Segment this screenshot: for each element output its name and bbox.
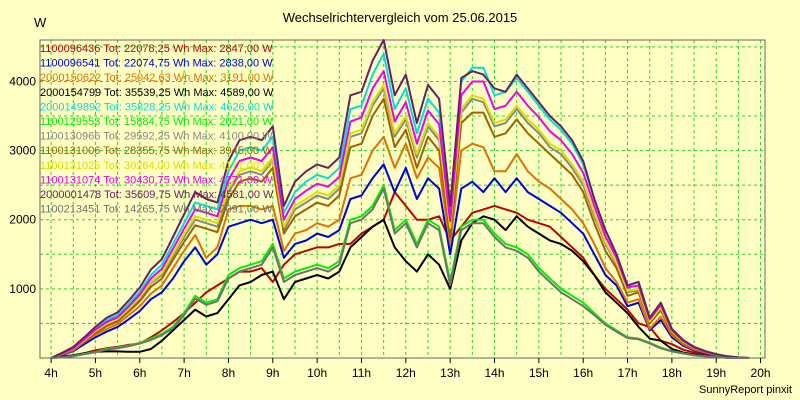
legend-entry-0: 1100096436 Tot: 22078,25 Wh Max: 2847,00… bbox=[40, 43, 273, 55]
legend-layer: 1100096436 Tot: 22078,25 Wh Max: 2847,00… bbox=[40, 43, 274, 216]
grid-layer bbox=[40, 40, 765, 358]
legend-entry-10: 2000001478 Tot: 35609,75 Wh Max: 4581,00… bbox=[40, 189, 274, 201]
legend-entry-4: 2000149892 Tot: 35828,25 Wh Max: 4626,00… bbox=[40, 101, 274, 113]
x-tick-label: 9h bbox=[266, 366, 279, 380]
series-line-8 bbox=[50, 83, 750, 359]
y-axis-unit-label: W bbox=[34, 15, 47, 30]
legend-entry-11: 1100213451 Tot: 14265,75 Wh Max: 2091,00… bbox=[40, 204, 273, 216]
series-line-10 bbox=[50, 39, 750, 359]
y-tick-label: 2000 bbox=[9, 213, 36, 227]
x-tick-label: 5h bbox=[89, 366, 102, 380]
legend-entry-3: 2000154799 Tot: 35539,25 Wh Max: 4589,00… bbox=[40, 87, 274, 99]
series-line-6 bbox=[50, 87, 750, 359]
x-tick-label: 4h bbox=[44, 366, 57, 380]
legend-entry-8: 1100131025 Tot: 30264,00 Wh Max: 4171,00… bbox=[40, 160, 273, 172]
legend-entry-1: 1100096541 Tot: 22074,75 Wh Max: 2838,00… bbox=[40, 58, 273, 70]
x-tick-label: 16h bbox=[573, 366, 593, 380]
footer-credit: SunnyReport pinxit bbox=[699, 384, 792, 396]
chart-title: Wechselrichtervergleich vom 25.06.2015 bbox=[282, 10, 518, 25]
legend-entry-6: 1100130966 Tot: 29592,25 Wh Max: 4100,00… bbox=[40, 131, 273, 143]
series-line-2 bbox=[50, 135, 750, 359]
axis-layer: 4h 5h 6h 7h 8h 9h 10h 11h 12h 13h 14h 15h 16h 17h 18h 1… bbox=[9, 39, 771, 380]
plot-frame bbox=[39, 39, 766, 359]
y-tick-label: 4000 bbox=[9, 74, 36, 88]
y-tick-label: 1000 bbox=[9, 282, 36, 296]
x-tick-label: 13h bbox=[440, 366, 460, 380]
x-tick-label: 17h bbox=[618, 366, 638, 380]
series-line-7 bbox=[50, 97, 750, 359]
legend-entry-5: 1100129553 Tot: 15884,75 Wh Max: 2021,00… bbox=[40, 116, 273, 128]
series-line-0 bbox=[51, 191, 750, 359]
x-tick-label: 10h bbox=[307, 366, 327, 380]
x-tick-label: 12h bbox=[396, 366, 416, 380]
x-tick-label: 11h bbox=[352, 366, 371, 380]
series-line-1 bbox=[50, 163, 750, 359]
x-tick-label: 18h bbox=[662, 366, 682, 380]
x-tick-label: 20h bbox=[751, 366, 771, 380]
series-line-11 bbox=[51, 187, 750, 359]
legend-entry-7: 1100131006 Tot: 28355,75 Wh Max: 3945,00… bbox=[40, 145, 273, 157]
series-layer bbox=[50, 39, 750, 359]
x-tick-label: 7h bbox=[177, 366, 190, 380]
series-line-9 bbox=[50, 70, 750, 359]
y-tick-label: 3000 bbox=[9, 144, 36, 158]
x-tick-label: 8h bbox=[222, 366, 235, 380]
legend-entry-2: 2000150622 Tot: 25042,63 Wh Max: 3191,00… bbox=[40, 72, 274, 84]
x-tick-label: 19h bbox=[706, 366, 726, 380]
x-tick-label: 6h bbox=[133, 366, 146, 380]
series-line-3 bbox=[50, 215, 750, 359]
legend-entry-9: 1100131074 Tot: 30430,75 Wh Max: 4271,00… bbox=[40, 174, 273, 186]
x-tick-label: 14h bbox=[484, 366, 504, 380]
x-tick-label: 15h bbox=[529, 366, 549, 380]
